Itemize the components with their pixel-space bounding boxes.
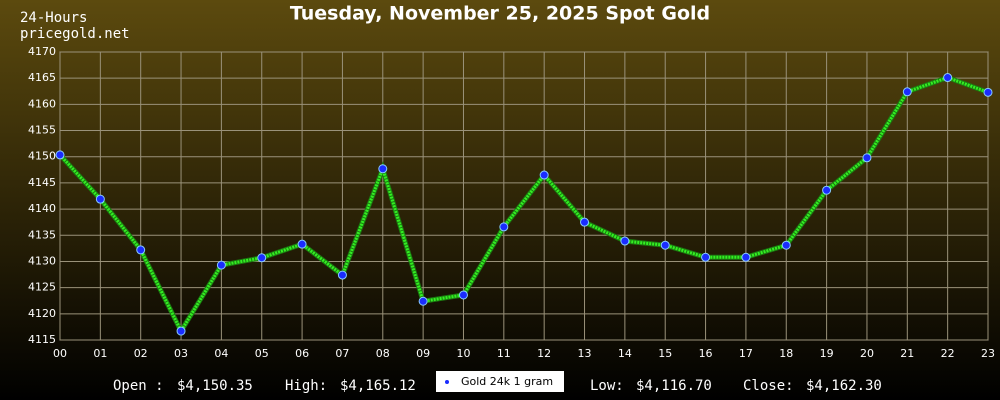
point	[741, 252, 751, 262]
line	[58, 75, 989, 335]
point	[337, 270, 347, 280]
x-tick-label: 07	[335, 347, 349, 360]
x-tick-label: 14	[618, 347, 632, 360]
x-tick-label: 23	[981, 347, 995, 360]
x-tick-label: 22	[941, 347, 955, 360]
point	[297, 239, 307, 249]
point	[822, 185, 832, 195]
stat-value: $4,116.70	[636, 378, 712, 394]
y-tick-label: 4160	[28, 97, 56, 110]
legend-marker	[445, 380, 449, 384]
x-tick-label: 11	[497, 347, 511, 360]
legend-box	[436, 371, 564, 392]
y-tick-label: 4135	[28, 228, 56, 241]
x-tick-label: 16	[699, 347, 713, 360]
x-tick-label: 08	[376, 347, 390, 360]
point	[95, 194, 105, 204]
stat-label: Open :	[113, 378, 164, 394]
chart-title: Tuesday, November 25, 2025 Spot Gold	[290, 3, 710, 25]
y-tick-label: 4120	[28, 307, 56, 320]
legend-label: Gold 24k 1 gram	[461, 375, 553, 388]
point	[418, 296, 428, 306]
point	[176, 326, 186, 336]
x-tick-label: 17	[739, 347, 753, 360]
x-tick-label: 00	[53, 347, 67, 360]
x-tick-label: 06	[295, 347, 309, 360]
x-tick-label: 04	[214, 347, 228, 360]
x-tick-label: 03	[174, 347, 188, 360]
subtitle: 24-Hours	[20, 10, 87, 26]
y-tick-label: 4170	[28, 45, 56, 58]
x-tick-label: 20	[860, 347, 874, 360]
stat-label: Close:	[743, 378, 794, 394]
stat-value: $4,165.12	[340, 378, 416, 394]
point	[499, 222, 509, 232]
x-tick-label: 19	[820, 347, 834, 360]
y-tick-label: 4145	[28, 176, 56, 189]
subtitle: pricegold.net	[20, 26, 130, 42]
y-tick-label: 4155	[28, 124, 56, 137]
point	[620, 236, 630, 246]
point	[902, 87, 912, 97]
point	[983, 87, 993, 97]
x-tick-label: 12	[537, 347, 551, 360]
y-tick-label: 4150	[28, 150, 56, 163]
point	[55, 150, 65, 160]
stat-value: $4,150.35	[177, 378, 253, 394]
point	[580, 217, 590, 227]
y-tick-label: 4165	[28, 71, 56, 84]
x-tick-label: 09	[416, 347, 430, 360]
point	[660, 240, 670, 250]
x-tick-label: 21	[900, 347, 914, 360]
point	[257, 253, 267, 263]
x-tick-label: 05	[255, 347, 269, 360]
point	[539, 170, 549, 180]
stat-label: High:	[285, 378, 327, 394]
stat-value: $4,162.30	[806, 378, 882, 394]
point	[943, 73, 953, 83]
y-tick-label: 4115	[28, 333, 56, 346]
y-tick-label: 4140	[28, 202, 56, 215]
point	[781, 240, 791, 250]
x-tick-label: 10	[456, 347, 470, 360]
point	[378, 164, 388, 174]
y-tick-label: 4130	[28, 254, 56, 267]
point	[136, 245, 146, 255]
y-tick-label: 4125	[28, 281, 56, 294]
x-tick-label: 15	[658, 347, 672, 360]
point	[216, 260, 226, 270]
x-tick-label: 02	[134, 347, 148, 360]
x-tick-label: 01	[93, 347, 107, 360]
x-tick-label: 18	[779, 347, 793, 360]
point	[701, 252, 711, 262]
point	[862, 153, 872, 163]
x-tick-label: 13	[578, 347, 592, 360]
stat-label: Low:	[590, 378, 624, 394]
point	[458, 290, 468, 300]
